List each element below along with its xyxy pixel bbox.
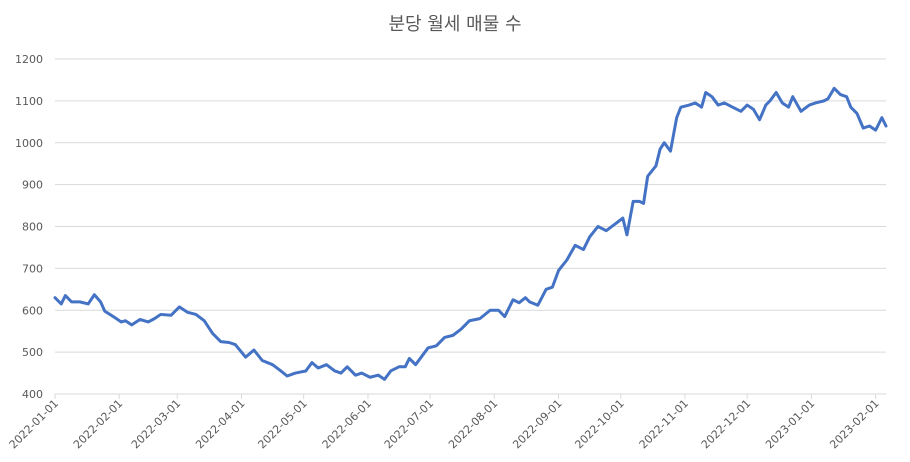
x-tick-label: 2022-10-01 <box>572 397 626 451</box>
x-tick-label: 2022-04-01 <box>193 397 247 451</box>
x-tick-label: 2023-01-01 <box>763 397 817 451</box>
y-tick-label: 500 <box>22 346 43 359</box>
x-tick-label: 2022-11-01 <box>637 397 691 451</box>
y-tick-label: 700 <box>22 262 43 275</box>
x-tick-label: 2022-09-01 <box>510 397 564 451</box>
data-line <box>53 86 888 381</box>
x-tick-label: 2022-02-01 <box>71 397 125 451</box>
x-tick-label: 2022-05-01 <box>255 397 309 451</box>
x-tick-label: 2022-06-01 <box>320 397 374 451</box>
x-tick-label: 2022-03-01 <box>129 397 183 451</box>
y-tick-label: 1000 <box>15 137 43 150</box>
y-tick-label: 600 <box>22 304 43 317</box>
y-tick-label: 1100 <box>15 95 43 108</box>
x-tick-label: 2022-08-01 <box>446 397 500 451</box>
x-tick-label: 2023-02-01 <box>827 397 881 451</box>
y-tick-label: 800 <box>22 221 43 234</box>
x-tick-label: 2022-07-01 <box>382 397 436 451</box>
y-tick-label: 900 <box>22 179 43 192</box>
chart-title: 분당 월세 매물 수 <box>388 14 521 35</box>
y-tick-label: 1200 <box>15 53 43 66</box>
x-tick-label: 2022-12-01 <box>699 397 753 451</box>
y-tick-label: 400 <box>22 388 43 401</box>
x-tick-label: 2022-01-01 <box>7 397 61 451</box>
